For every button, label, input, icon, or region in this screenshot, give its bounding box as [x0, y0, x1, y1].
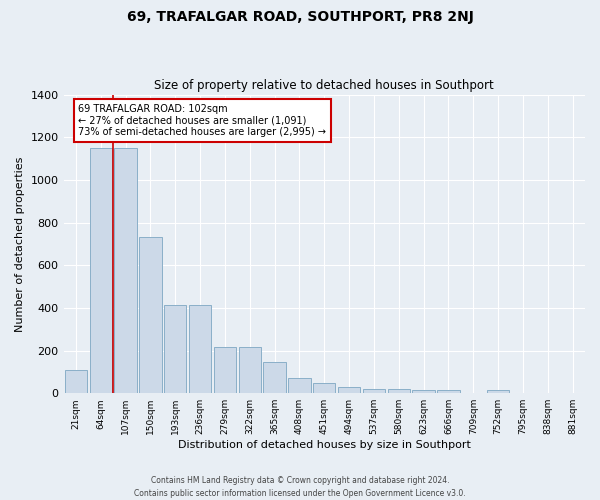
Bar [338, 387, 360, 393]
Bar [363, 389, 385, 393]
Text: Contains HM Land Registry data © Crown copyright and database right 2024.
Contai: Contains HM Land Registry data © Crown c… [134, 476, 466, 498]
Bar [65, 370, 87, 393]
Bar [139, 238, 161, 393]
Bar [263, 362, 286, 393]
X-axis label: Distribution of detached houses by size in Southport: Distribution of detached houses by size … [178, 440, 471, 450]
Y-axis label: Number of detached properties: Number of detached properties [15, 156, 25, 332]
Title: Size of property relative to detached houses in Southport: Size of property relative to detached ho… [154, 79, 494, 92]
Text: 69 TRAFALGAR ROAD: 102sqm
← 27% of detached houses are smaller (1,091)
73% of se: 69 TRAFALGAR ROAD: 102sqm ← 27% of detac… [79, 104, 326, 138]
Bar [164, 304, 187, 393]
Text: 69, TRAFALGAR ROAD, SOUTHPORT, PR8 2NJ: 69, TRAFALGAR ROAD, SOUTHPORT, PR8 2NJ [127, 10, 473, 24]
Bar [239, 348, 261, 393]
Bar [487, 390, 509, 393]
Bar [313, 383, 335, 393]
Bar [388, 389, 410, 393]
Bar [412, 390, 435, 393]
Bar [115, 148, 137, 393]
Bar [189, 304, 211, 393]
Bar [214, 348, 236, 393]
Bar [288, 378, 311, 393]
Bar [89, 148, 112, 393]
Bar [437, 390, 460, 393]
